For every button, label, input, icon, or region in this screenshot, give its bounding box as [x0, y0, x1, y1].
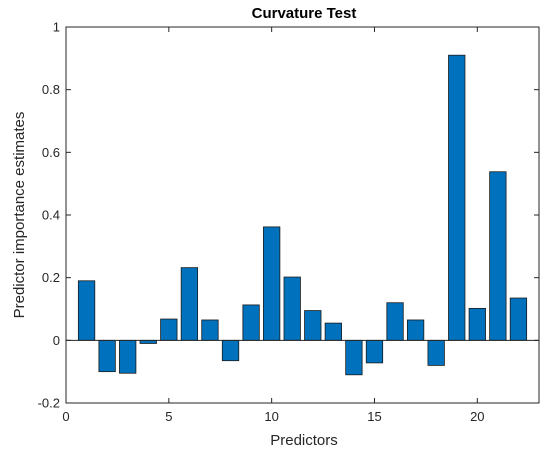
- x-axis-label: Predictors: [270, 432, 338, 449]
- bar-predictor-18: [427, 339, 445, 366]
- bar-predictor-2: [98, 339, 116, 373]
- bar-predictor-1: [77, 280, 96, 341]
- bar-predictor-3: [119, 339, 137, 374]
- bar-predictor-20: [468, 307, 486, 341]
- bar-predictor-17: [406, 319, 425, 341]
- bar-predictor-14: [345, 339, 363, 376]
- y-tick-label: 0.8: [42, 82, 60, 97]
- y-axis-label: Predictor importance estimates: [11, 112, 28, 319]
- bar-predictor-9: [242, 304, 260, 341]
- bars-group: [77, 54, 528, 376]
- x-tick-label: 15: [367, 409, 381, 424]
- y-tick-label: 0.4: [42, 208, 60, 223]
- bar-predictor-10: [263, 226, 281, 341]
- bar-predictor-5: [160, 318, 178, 341]
- bar-predictor-11: [283, 276, 301, 341]
- bar-predictor-6: [180, 267, 199, 341]
- x-tick-label: 10: [264, 409, 278, 424]
- bar-predictor-13: [324, 322, 342, 341]
- plot-box: [65, 26, 540, 404]
- y-tick-label: -0.2: [38, 396, 60, 411]
- chart-title: Curvature Test: [252, 5, 357, 22]
- bar-predictor-22: [509, 297, 528, 341]
- x-tick-label: 0: [62, 409, 69, 424]
- x-tick-label: 5: [165, 409, 172, 424]
- y-tick-label: 0: [53, 333, 60, 348]
- bar-predictor-19: [448, 54, 466, 341]
- y-tick-label: 0.6: [42, 145, 60, 160]
- y-tick-label: 0.2: [42, 270, 60, 285]
- y-tick-label: 1: [53, 20, 60, 35]
- x-tick-label: 20: [470, 409, 484, 424]
- axes-group: 0 5 10 15 20-0.200.20.40.60.81: [38, 20, 540, 424]
- bar-predictor-7: [201, 319, 219, 341]
- bar-predictor-21: [489, 171, 507, 341]
- bar-predictor-12: [304, 310, 322, 341]
- bar-predictor-8: [221, 339, 240, 362]
- bar-predictor-16: [386, 302, 404, 341]
- bar-predictor-15: [365, 339, 384, 364]
